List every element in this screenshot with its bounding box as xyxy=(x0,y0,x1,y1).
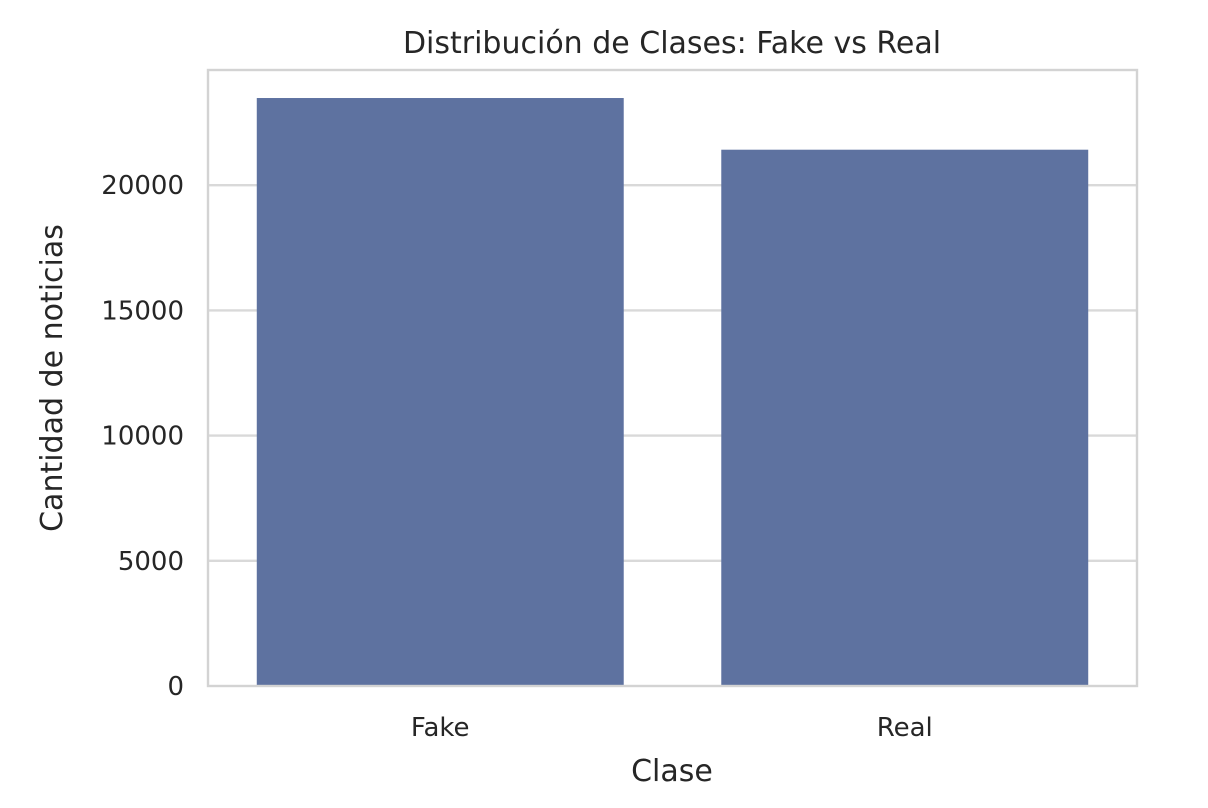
y-tick-label: 0 xyxy=(167,672,184,702)
bars xyxy=(256,98,1089,686)
x-tick-label: Real xyxy=(877,713,933,743)
x-tick-label: Fake xyxy=(411,713,470,743)
y-tick-label: 15000 xyxy=(101,296,184,326)
y-tick-label: 5000 xyxy=(118,547,184,577)
x-tick-labels: Fake Real xyxy=(411,713,933,743)
x-axis-label: Clase xyxy=(631,754,713,789)
bar-fake xyxy=(256,98,624,686)
y-tick-labels: 0 5000 10000 15000 20000 xyxy=(101,171,184,702)
y-tick-label: 20000 xyxy=(101,171,184,201)
y-tick-label: 10000 xyxy=(101,422,184,452)
plot-frame xyxy=(206,68,1139,688)
y-axis-label: Cantidad de noticias xyxy=(35,224,70,532)
bar-real xyxy=(721,149,1089,686)
chart-title: Distribución de Clases: Fake vs Real xyxy=(403,26,941,61)
